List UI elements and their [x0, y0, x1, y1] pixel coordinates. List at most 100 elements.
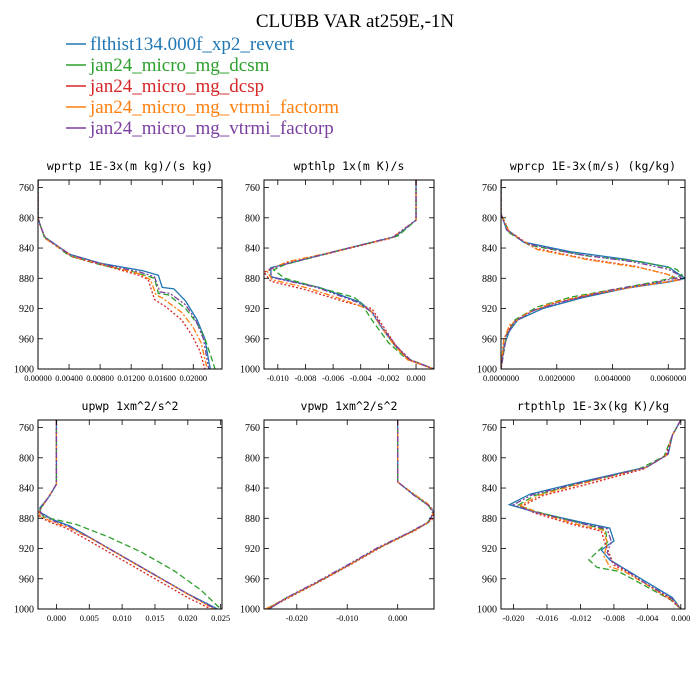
- legend-label: jan24_micro_mg_vtrmi_factorm: [89, 97, 339, 118]
- y-tick-label: 1000: [14, 365, 34, 376]
- y-tick-label: 760: [245, 423, 260, 434]
- y-tick-label: 760: [245, 183, 260, 194]
- x-tick-label: 0.00400: [55, 373, 83, 383]
- y-tick-label: 920: [482, 544, 497, 555]
- x-tick-label: 0.00000: [24, 373, 52, 383]
- y-tick-label: 920: [19, 304, 34, 315]
- x-tick-label: -0.008: [603, 613, 625, 623]
- y-tick-label: 960: [245, 334, 260, 345]
- series-line-2: [39, 420, 222, 609]
- series-line-5: [501, 180, 685, 369]
- series-line-4: [265, 420, 434, 609]
- y-tick-label: 840: [245, 484, 260, 495]
- x-tick-label: 0.0020000: [539, 373, 575, 383]
- y-tick-label: 1000: [477, 605, 497, 616]
- x-tick-label: 0.02000: [179, 373, 207, 383]
- figure-title: CLUBB VAR at259E,-1N: [256, 11, 455, 32]
- series-line-4: [501, 180, 679, 369]
- x-tick-label: -0.010: [336, 613, 358, 623]
- x-tick-label: -0.020: [286, 613, 308, 623]
- y-tick-label: 880: [245, 514, 260, 525]
- y-tick-label: 880: [482, 274, 497, 285]
- x-tick-label: -0.012: [569, 613, 591, 623]
- y-tick-label: 800: [482, 453, 497, 464]
- y-tick-label: 840: [482, 244, 497, 255]
- legend-item: jan24_micro_mg_dcsp: [66, 76, 264, 97]
- plot-frame: [263, 179, 435, 370]
- y-tick-label: 960: [19, 334, 34, 345]
- series-line-1: [39, 420, 218, 609]
- x-tick-label: -0.002: [377, 373, 399, 383]
- x-tick-label: 0.01600: [148, 373, 176, 383]
- y-tick-label: 960: [482, 574, 497, 585]
- series-line-2: [501, 180, 684, 369]
- series-line-4: [38, 180, 208, 369]
- series-line-5: [38, 180, 210, 369]
- legend-item: flthist134.000f_xp2_revert: [66, 34, 295, 55]
- x-tick-label: 0.015: [145, 613, 164, 623]
- y-tick-label: 880: [482, 514, 497, 525]
- x-tick-label: -0.016: [536, 613, 558, 623]
- y-tick-label: 840: [19, 244, 34, 255]
- series-line-3: [38, 180, 206, 369]
- series-line-3: [38, 420, 212, 609]
- x-tick-label: 0.00800: [86, 373, 114, 383]
- series-line-2: [38, 180, 216, 369]
- y-tick-label: 800: [19, 213, 34, 224]
- x-tick-label: 0.000: [47, 613, 66, 623]
- x-tick-label: 0.000: [388, 613, 407, 623]
- legend: flthist134.000f_xp2_revertjan24_micro_mg…: [66, 34, 339, 139]
- y-tick-label: 920: [245, 304, 260, 315]
- series-line-1: [501, 180, 685, 369]
- x-tick-label: 0.000: [671, 613, 690, 623]
- y-tick-label: 760: [482, 423, 497, 434]
- legend-item: jan24_micro_mg_vtrmi_factorm: [66, 97, 339, 118]
- x-tick-label: 0.0000000: [483, 373, 519, 383]
- plot-frame: [37, 419, 223, 610]
- y-tick-label: 800: [245, 213, 260, 224]
- series-line-5: [268, 180, 434, 369]
- y-tick-label: 1000: [14, 605, 34, 616]
- x-tick-label: 0.025: [211, 613, 230, 623]
- panel-title: vpwp 1xm^2/s^2: [301, 399, 398, 413]
- y-tick-label: 1000: [477, 365, 497, 376]
- x-tick-label: -0.006: [322, 373, 344, 383]
- panel-rtpthlp: rtpthlp 1E-3x(kg K)/kg 760 800 840 880 920 960…: [477, 399, 690, 623]
- series-group: [265, 420, 434, 609]
- y-tick-label: 960: [482, 334, 497, 345]
- series-line-1: [268, 420, 434, 609]
- x-tick-label: 0.020: [178, 613, 197, 623]
- panels: wprtp 1E-3x(m kg)/(s kg) 760 800 840 880 920 9…: [14, 159, 690, 623]
- panel-wprtp: wprtp 1E-3x(m kg)/(s kg) 760 800 840 880 920 9…: [14, 159, 223, 383]
- series-line-1: [38, 180, 211, 369]
- y-tick-label: 1000: [240, 605, 260, 616]
- series-group: [507, 420, 682, 609]
- x-tick-label: -0.004: [350, 373, 373, 383]
- series-line-1: [507, 420, 682, 609]
- x-tick-label: 0.0040000: [594, 373, 630, 383]
- y-tick-label: 800: [19, 453, 34, 464]
- plot-frame: [37, 179, 223, 370]
- series-line-1: [270, 180, 434, 369]
- legend-label: jan24_micro_mg_dcsm: [89, 55, 270, 76]
- series-line-5: [39, 420, 216, 609]
- y-tick-label: 920: [19, 544, 34, 555]
- y-tick-label: 920: [482, 304, 497, 315]
- y-tick-label: 1000: [240, 365, 260, 376]
- series-line-3: [264, 180, 434, 369]
- y-tick-label: 800: [245, 453, 260, 464]
- y-tick-label: 880: [19, 274, 34, 285]
- panel-title: rtpthlp 1E-3x(kg K)/kg: [517, 399, 669, 413]
- y-tick-label: 960: [19, 574, 34, 585]
- series-line-4: [265, 180, 434, 369]
- y-tick-label: 880: [245, 274, 260, 285]
- y-tick-label: 840: [245, 244, 260, 255]
- x-tick-label: -0.008: [294, 373, 316, 383]
- panel-title: wprcp 1E-3x(m/s) (kg/kg): [510, 159, 676, 173]
- series-line-5: [268, 420, 434, 609]
- y-tick-label: 920: [245, 544, 260, 555]
- panel-title: upwp 1xm^2/s^2: [82, 399, 179, 413]
- series-line-2: [272, 180, 434, 369]
- y-tick-label: 760: [19, 423, 34, 434]
